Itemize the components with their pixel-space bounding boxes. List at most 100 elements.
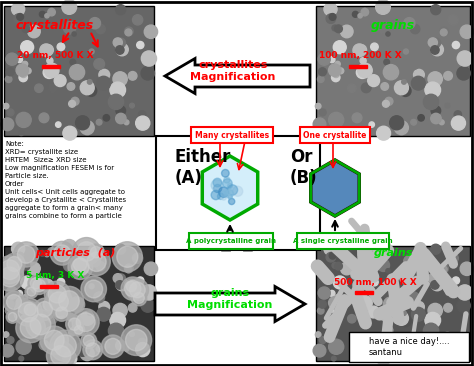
Circle shape	[338, 68, 344, 74]
Circle shape	[116, 281, 124, 289]
Circle shape	[35, 314, 43, 323]
Circle shape	[70, 293, 76, 298]
Circle shape	[457, 67, 470, 80]
Circle shape	[45, 14, 49, 18]
Circle shape	[68, 255, 93, 280]
FancyBboxPatch shape	[156, 136, 320, 250]
Circle shape	[431, 43, 443, 56]
Circle shape	[48, 248, 55, 255]
Circle shape	[227, 190, 231, 195]
Circle shape	[413, 302, 424, 312]
Circle shape	[331, 131, 336, 135]
Polygon shape	[202, 156, 258, 220]
Circle shape	[45, 281, 70, 307]
Circle shape	[376, 0, 391, 14]
Circle shape	[3, 103, 9, 109]
Circle shape	[328, 296, 341, 309]
Circle shape	[211, 190, 220, 200]
Circle shape	[381, 313, 389, 321]
Circle shape	[48, 83, 58, 93]
Circle shape	[19, 131, 24, 135]
Circle shape	[225, 189, 233, 198]
Circle shape	[324, 3, 337, 16]
Circle shape	[356, 299, 368, 311]
Circle shape	[63, 126, 77, 140]
Circle shape	[411, 119, 417, 125]
Circle shape	[75, 342, 90, 356]
Circle shape	[1, 118, 14, 131]
Circle shape	[27, 25, 40, 38]
Circle shape	[324, 242, 337, 255]
Circle shape	[70, 59, 76, 65]
Circle shape	[401, 311, 406, 315]
Circle shape	[7, 295, 21, 309]
Circle shape	[87, 311, 92, 315]
Circle shape	[457, 299, 470, 312]
Text: One crystallite: One crystallite	[303, 131, 367, 139]
Circle shape	[440, 27, 448, 36]
Circle shape	[431, 340, 441, 351]
Circle shape	[96, 346, 102, 352]
Circle shape	[329, 290, 335, 296]
Circle shape	[431, 106, 441, 116]
Circle shape	[404, 255, 415, 267]
Circle shape	[390, 116, 404, 130]
Circle shape	[99, 70, 109, 80]
Circle shape	[403, 284, 409, 289]
Circle shape	[331, 305, 340, 313]
Circle shape	[0, 267, 19, 287]
Circle shape	[54, 245, 71, 262]
Circle shape	[358, 296, 372, 310]
Circle shape	[76, 313, 95, 332]
Circle shape	[55, 122, 61, 127]
Circle shape	[19, 356, 24, 361]
Circle shape	[448, 253, 458, 264]
Text: 20 nm, 500 K X: 20 nm, 500 K X	[17, 51, 93, 60]
Circle shape	[49, 292, 68, 311]
Circle shape	[7, 337, 14, 344]
Circle shape	[48, 285, 66, 303]
Circle shape	[62, 0, 77, 14]
Circle shape	[110, 313, 126, 328]
Circle shape	[332, 25, 338, 31]
Circle shape	[221, 169, 229, 177]
FancyArrow shape	[225, 238, 249, 250]
Circle shape	[87, 252, 106, 272]
Circle shape	[124, 279, 139, 294]
Circle shape	[125, 27, 133, 36]
Circle shape	[35, 84, 43, 93]
Circle shape	[126, 281, 137, 292]
Circle shape	[431, 274, 441, 283]
Circle shape	[440, 264, 448, 273]
Circle shape	[383, 329, 389, 336]
Circle shape	[213, 184, 222, 193]
Circle shape	[19, 305, 27, 313]
Text: grains: grains	[374, 248, 413, 258]
Circle shape	[381, 83, 389, 90]
Circle shape	[66, 315, 83, 333]
Circle shape	[410, 25, 420, 34]
Circle shape	[16, 339, 31, 354]
Circle shape	[228, 198, 235, 205]
Circle shape	[352, 113, 362, 123]
Circle shape	[361, 314, 371, 323]
Circle shape	[383, 64, 399, 80]
Circle shape	[22, 25, 30, 33]
Circle shape	[40, 279, 53, 292]
Circle shape	[39, 340, 49, 350]
Circle shape	[125, 266, 132, 273]
Circle shape	[71, 326, 79, 334]
Circle shape	[233, 186, 243, 196]
Circle shape	[358, 63, 372, 78]
Circle shape	[353, 44, 365, 57]
Circle shape	[219, 187, 229, 197]
Circle shape	[7, 109, 14, 116]
Circle shape	[333, 41, 346, 54]
Circle shape	[448, 15, 458, 25]
Circle shape	[109, 94, 124, 109]
Text: 100 nm, 200 K X: 100 nm, 200 K X	[319, 51, 401, 60]
Circle shape	[68, 318, 81, 330]
Circle shape	[72, 258, 89, 276]
Circle shape	[73, 324, 85, 336]
Text: A polycrystalline grain: A polycrystalline grain	[186, 238, 276, 244]
